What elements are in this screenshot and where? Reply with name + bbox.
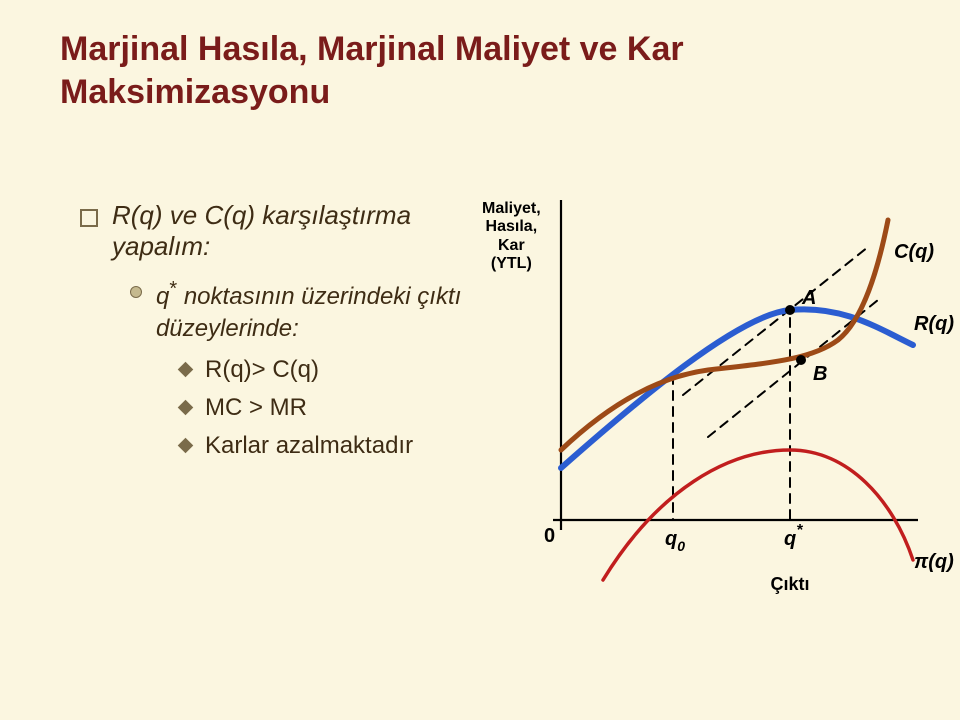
x-axis-label: Çıktı [770,574,809,594]
chart: Maliyet, Hasıla, Kar (YTL) A B [500,190,930,670]
square-icon [80,209,98,227]
label-rq: R(q) [914,313,954,335]
diamond-icon [178,400,194,416]
bullet-l1: R(q) ve C(q) karşılaştırma yapalım: [80,200,500,262]
bullet-l2: q* noktasının üzerindeki çıktı düzeyleri… [130,276,500,346]
point-a [785,305,795,315]
diamond-icon [178,438,194,454]
tangent-a [683,247,868,395]
bullet-l2-text: q* noktasının üzerindeki çıktı düzeyleri… [156,276,500,346]
yl2: Kar [482,237,541,255]
bullet-l3-0: R(q)> C(q) [180,356,500,384]
point-b [796,355,806,365]
diamond-icon [178,362,194,378]
l2-pre: q [156,283,169,310]
bullet-l3-1-text: MC > MR [205,394,307,422]
title-line1: Marjinal Hasıla, Marjinal Maliyet ve Kar [60,28,900,71]
l2-sup: * [169,278,177,300]
bullet-l3-2-text: Karlar azalmaktadır [205,432,413,460]
label-pi: π(q) [914,551,954,573]
bullet-l1-text: R(q) ve C(q) karşılaştırma yapalım: [112,200,500,262]
label-b: B [813,363,827,385]
page-title: Marjinal Hasıla, Marjinal Maliyet ve Kar… [60,28,900,113]
revenue-curve [561,309,913,468]
bullet-l3-2: Karlar azalmaktadır [180,432,500,460]
bullet-list: R(q) ve C(q) karşılaştırma yapalım: q* n… [80,200,500,460]
q0-label: q0 [665,528,685,554]
slide: Marjinal Hasıla, Marjinal Maliyet ve Kar… [0,0,960,720]
yl1: Hasıla, [482,218,541,236]
chart-svg: A B C(q) R(q) π(q) 0 q0 q* Çıktı [558,200,928,640]
origin-label: 0 [544,525,555,547]
title-line2: Maksimizasyonu [60,71,900,114]
l2-post: noktasının üzerindeki çıktı düzeylerinde… [156,283,461,342]
profit-curve [603,450,913,580]
dot-icon [130,286,142,298]
label-a: A [801,287,816,309]
yl3: (YTL) [482,255,541,273]
qstar-label: q* [784,522,803,550]
bullet-l3-1: MC > MR [180,394,500,422]
bullet-l3-0-text: R(q)> C(q) [205,356,319,384]
label-cq: C(q) [894,241,934,263]
yl0: Maliyet, [482,200,541,218]
y-axis-label: Maliyet, Hasıla, Kar (YTL) [482,200,541,274]
